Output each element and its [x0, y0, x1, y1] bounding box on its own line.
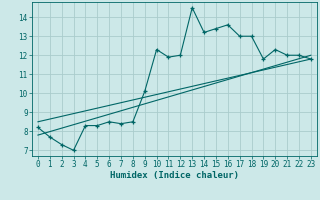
X-axis label: Humidex (Indice chaleur): Humidex (Indice chaleur) — [110, 171, 239, 180]
